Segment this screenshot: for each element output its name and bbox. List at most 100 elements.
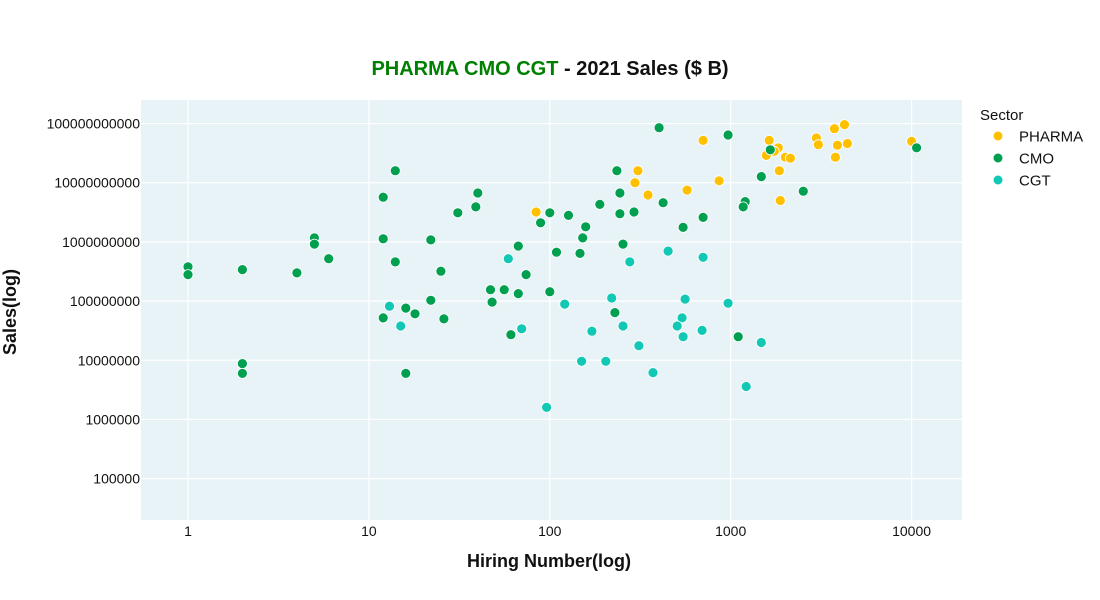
data-point-cmo[interactable] [722, 129, 734, 141]
data-point-cmo[interactable] [438, 313, 450, 325]
data-point-cmo[interactable] [594, 198, 606, 210]
data-point-cmo[interactable] [797, 185, 809, 197]
data-point-cmo[interactable] [425, 234, 437, 246]
data-point-cmo[interactable] [425, 294, 437, 306]
data-point-cmo[interactable] [617, 238, 629, 250]
legend-item-pharma[interactable]: PHARMA [993, 129, 1084, 146]
data-point-pharma[interactable] [629, 177, 641, 189]
data-point-cmo[interactable] [377, 191, 389, 203]
data-point-cmo[interactable] [544, 286, 556, 298]
data-point-cmo[interactable] [472, 187, 484, 199]
data-point-cmo[interactable] [574, 247, 586, 259]
data-point-cmo[interactable] [614, 208, 626, 220]
data-point-cmo[interactable] [291, 267, 303, 279]
data-point-cmo[interactable] [520, 269, 532, 281]
data-point-cgt[interactable] [384, 300, 395, 312]
data-point-cmo[interactable] [389, 165, 401, 177]
data-point-pharma[interactable] [763, 134, 775, 146]
data-point-cmo[interactable] [400, 302, 412, 314]
data-point-cmo[interactable] [580, 221, 592, 233]
data-point-cgt[interactable] [576, 355, 587, 367]
data-point-cgt[interactable] [395, 320, 407, 332]
data-point-cgt[interactable] [677, 331, 689, 343]
data-point-pharma[interactable] [632, 165, 644, 177]
data-point-cmo[interactable] [377, 233, 389, 245]
data-point-pharma[interactable] [813, 139, 824, 151]
data-point-pharma[interactable] [642, 189, 654, 201]
data-point-cgt[interactable] [647, 367, 659, 379]
data-point-cgt[interactable] [617, 320, 629, 332]
data-point-pharma[interactable] [785, 152, 796, 164]
data-point-cmo[interactable] [764, 144, 776, 156]
data-point-cgt[interactable] [633, 340, 645, 352]
legend-item-cgt[interactable]: CGT [993, 173, 1051, 190]
data-point-pharma[interactable] [842, 138, 853, 149]
data-point-cmo[interactable] [551, 246, 562, 258]
data-point-cmo[interactable] [609, 307, 621, 319]
data-point-cmo[interactable] [697, 211, 709, 223]
data-point-cmo[interactable] [236, 367, 248, 379]
data-point-cgt[interactable] [722, 297, 734, 309]
data-point-cmo[interactable] [512, 288, 524, 300]
data-point-cmo[interactable] [389, 256, 401, 268]
data-point-cmo[interactable] [544, 207, 556, 219]
data-point-cgt[interactable] [606, 292, 618, 304]
data-point-cgt[interactable] [624, 256, 636, 268]
data-point-pharma[interactable] [830, 151, 841, 163]
data-point-pharma[interactable] [713, 175, 725, 187]
data-point-cmo[interactable] [535, 217, 546, 229]
data-point-cgt[interactable] [697, 251, 709, 263]
data-point-cmo[interactable] [486, 296, 498, 308]
data-point-cgt[interactable] [676, 312, 688, 324]
data-point-cmo[interactable] [236, 264, 248, 276]
data-point-cmo[interactable] [377, 312, 389, 324]
data-point-cmo[interactable] [308, 238, 320, 250]
data-point-cmo[interactable] [323, 253, 335, 265]
data-point-cmo[interactable] [452, 207, 464, 219]
data-point-cgt[interactable] [679, 293, 691, 305]
data-point-cmo[interactable] [677, 221, 689, 233]
data-point-cmo[interactable] [505, 329, 517, 341]
data-point-cgt[interactable] [559, 298, 571, 310]
data-point-cgt[interactable] [740, 381, 752, 392]
data-point-cmo[interactable] [563, 209, 574, 221]
data-point-cmo[interactable] [409, 308, 421, 320]
data-point-cmo[interactable] [911, 142, 922, 154]
data-point-pharma[interactable] [697, 134, 709, 146]
data-point-pharma[interactable] [832, 139, 843, 151]
data-point-cmo[interactable] [628, 206, 640, 218]
data-point-cgt[interactable] [671, 320, 683, 332]
data-point-cmo[interactable] [182, 269, 194, 281]
data-point-cgt[interactable] [600, 355, 612, 367]
data-point-cgt[interactable] [516, 323, 528, 335]
data-point-cmo[interactable] [577, 232, 589, 244]
data-point-cgt[interactable] [755, 337, 767, 348]
data-point-cmo[interactable] [512, 240, 524, 252]
data-point-cgt[interactable] [541, 401, 552, 413]
data-point-cmo[interactable] [653, 122, 665, 134]
data-point-cmo[interactable] [657, 197, 669, 209]
data-point-cmo[interactable] [470, 201, 482, 213]
data-point-cmo[interactable] [611, 165, 623, 177]
data-point-cgt[interactable] [586, 325, 598, 337]
data-point-cmo[interactable] [498, 284, 510, 296]
data-point-cmo[interactable] [435, 265, 447, 277]
data-point-cmo[interactable] [614, 187, 626, 199]
data-point-pharma[interactable] [681, 184, 693, 196]
data-point-pharma[interactable] [774, 195, 786, 206]
x-axis-title: Hiring Number(log) [467, 551, 631, 571]
data-point-pharma[interactable] [829, 123, 840, 135]
data-point-cmo[interactable] [755, 171, 767, 183]
data-point-cmo[interactable] [236, 358, 248, 370]
data-point-pharma[interactable] [530, 206, 542, 218]
data-point-cgt[interactable] [696, 324, 708, 336]
data-point-cmo[interactable] [732, 331, 744, 343]
data-point-pharma[interactable] [839, 119, 850, 130]
data-point-cgt[interactable] [502, 253, 514, 265]
legend-item-cmo[interactable]: CMO [993, 151, 1055, 168]
data-point-cmo[interactable] [400, 367, 412, 379]
data-point-cgt[interactable] [662, 245, 674, 257]
data-point-pharma[interactable] [773, 165, 785, 177]
data-point-cmo[interactable] [485, 284, 496, 296]
data-point-cmo[interactable] [737, 201, 749, 213]
